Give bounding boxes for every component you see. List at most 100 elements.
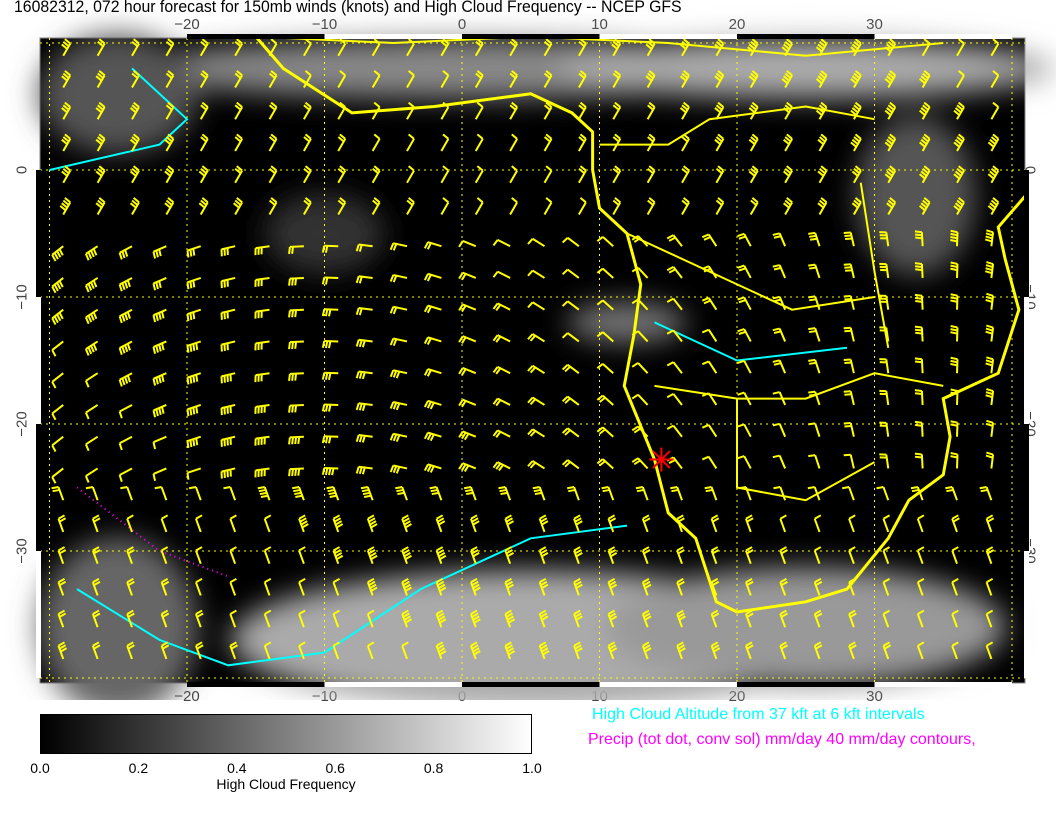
wind-barb-flag — [367, 514, 375, 520]
wind-barb-flag — [436, 577, 444, 584]
wind-barb-flag — [291, 405, 294, 413]
wind-barb-flag — [631, 393, 639, 400]
wind-barb — [229, 518, 237, 533]
wind-barb-flag — [61, 107, 68, 114]
wind-barb-flag — [473, 618, 481, 624]
wind-barb-flag — [236, 133, 243, 140]
wind-barb-flag — [126, 311, 131, 319]
wind-barb-flag — [120, 486, 128, 490]
wind-barb-flag — [158, 312, 162, 320]
wind-barb-flag — [950, 452, 958, 456]
wind-barb-flag — [643, 644, 651, 650]
wind-barb-flag — [121, 314, 126, 322]
lon-tick-label: 0 — [457, 16, 467, 33]
wind-barb-flag — [257, 486, 265, 490]
wind-barb-flag — [495, 462, 502, 470]
wind-barb-flag — [270, 101, 278, 108]
wind-barb-flag — [607, 577, 616, 584]
wind-barb-flag — [372, 167, 379, 175]
wind-barb-flag — [914, 262, 923, 265]
wind-barb-flag — [95, 75, 103, 82]
wind-barb-flag — [152, 314, 157, 323]
wind-barb-flag — [368, 517, 376, 523]
wind-barb-flag — [578, 40, 585, 48]
wind-barb-flag — [118, 379, 123, 387]
wind-barb-flag — [321, 436, 326, 444]
wind-barb — [195, 550, 202, 565]
wind-barb-flag — [809, 266, 817, 270]
wind-barb-flag — [395, 434, 401, 442]
wind-barb-flag — [195, 609, 203, 615]
wind-barb — [985, 645, 993, 660]
wind-barb — [440, 201, 450, 215]
wind-barb-flag — [401, 514, 409, 520]
wind-barb-flag — [561, 268, 569, 276]
wind-barb-flag — [986, 451, 994, 456]
wind-barb-flag — [647, 167, 654, 175]
wind-barb — [848, 550, 855, 565]
wind-barb-flag — [439, 650, 447, 656]
wind-barb-flag — [186, 313, 190, 322]
wind-barb-flag — [126, 577, 134, 584]
wind-barb-flag — [407, 165, 415, 172]
wind-barb-flag — [851, 107, 859, 114]
wind-barb-flag — [954, 202, 962, 209]
wind-barb-flag — [335, 520, 343, 526]
wind-barb-flag — [607, 609, 616, 615]
wind-barb-flag — [607, 641, 616, 647]
wind-barb-flag — [186, 440, 190, 449]
wind-barb-flag — [93, 580, 101, 587]
wind-barb-flag — [599, 396, 606, 403]
wind-barb-flag — [470, 577, 478, 584]
wind-barb-flag — [389, 306, 395, 314]
wind-barb-flag — [473, 650, 481, 656]
wind-barb-flag — [195, 374, 199, 382]
wind-barb-flag — [124, 344, 129, 353]
wind-barb-flag — [358, 244, 363, 252]
wind-barb-flag — [298, 577, 306, 584]
wind-barb-flag — [922, 72, 929, 79]
lon-tick-label: 30 — [866, 688, 883, 705]
wind-barb-flag — [842, 486, 850, 490]
axis-bar — [187, 34, 325, 39]
wind-barb-flag — [336, 523, 344, 529]
wind-barb-flag — [574, 612, 582, 618]
wind-barb-flag — [336, 554, 344, 561]
wind-barb — [440, 170, 450, 184]
wind-barb-flag — [332, 546, 341, 552]
wind-barb-flag — [610, 615, 618, 621]
wind-barb — [263, 518, 271, 533]
wind-barb-flag — [745, 609, 753, 615]
wind-barb-flag — [229, 641, 237, 647]
wind-barb — [85, 467, 99, 477]
wind-barb — [474, 201, 484, 215]
wind-barb-flag — [889, 101, 896, 108]
wind-barb-flag — [677, 644, 685, 650]
wind-barb-flag — [886, 75, 893, 82]
colorbar-label: 1.0 — [522, 760, 542, 776]
wind-barb-flag — [189, 344, 193, 352]
wind-barb — [707, 360, 718, 374]
wind-barb-flag — [403, 583, 411, 589]
wind-barb-flag — [614, 38, 621, 45]
wind-barb-flag — [950, 331, 958, 335]
wind-barb — [602, 267, 614, 279]
wind-barb — [672, 298, 683, 311]
wind-barb-flag — [986, 641, 994, 647]
wind-barb-flag — [332, 641, 341, 647]
wind-barb-flag — [953, 141, 961, 148]
wind-barb-flag — [914, 389, 923, 392]
wind-barb-flag — [957, 197, 965, 204]
wind-barb-flag — [647, 40, 654, 48]
wind-barb-flag — [98, 165, 106, 172]
wind-barb-flag — [848, 514, 856, 520]
wind-barb-flag — [392, 275, 398, 283]
wind-barb-flag — [545, 70, 553, 77]
wind-barb-flag — [392, 434, 398, 442]
wind-barb-flag — [84, 253, 90, 261]
wind-barb-flag — [886, 138, 893, 145]
wind-barb-flag — [192, 311, 196, 320]
wind-barb-flag — [495, 335, 502, 343]
wind-barb-flag — [609, 549, 617, 555]
wind-barb — [916, 518, 924, 533]
